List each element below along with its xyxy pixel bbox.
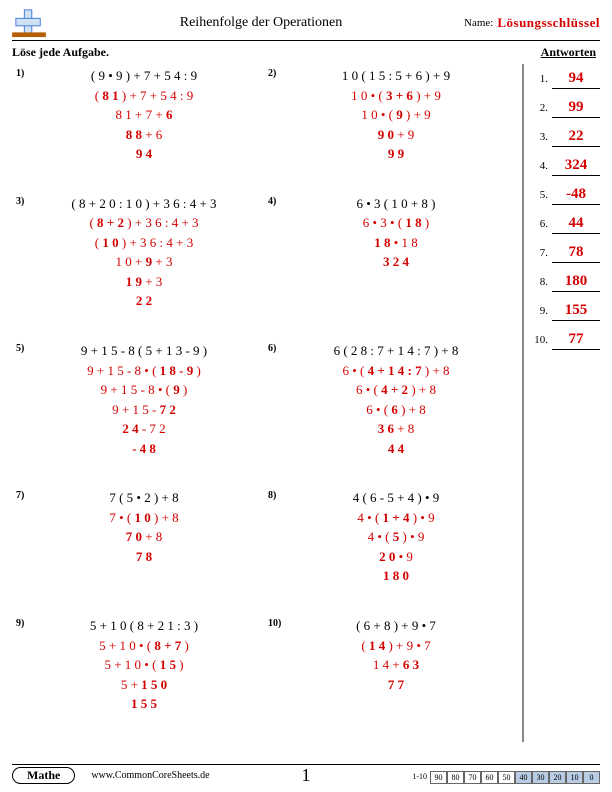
score-cell: 70	[464, 771, 481, 784]
problem: 2)1 0 ( 1 5 : 5 + 6 ) + 91 0 • ( 3 + 6 )…	[264, 64, 516, 192]
problem: 6)6 ( 2 8 : 7 + 1 4 : 7 ) + 86 • ( 4 + 1…	[264, 339, 516, 486]
answer-number: 7.	[532, 247, 548, 259]
problem-number: 4)	[268, 194, 284, 209]
answer-value: 155	[552, 302, 600, 321]
score-cell: 50	[498, 771, 515, 784]
score-label: 1-10	[409, 771, 430, 784]
instruction-text: Löse jede Aufgabe.	[12, 45, 109, 60]
answer-value: 78	[552, 244, 600, 263]
problem-steps: ( 6 + 8 ) + 9 • 7( 1 4 ) + 9 • 71 4 + 6 …	[284, 616, 508, 694]
logo-icon	[12, 8, 46, 38]
answer-number: 5.	[532, 189, 548, 201]
answer-key-label: Lösungsschlüssel	[497, 15, 600, 31]
problem-number: 5)	[16, 341, 32, 356]
problem: 4)6 • 3 ( 1 0 + 8 )6 • 3 • ( 1 8 )1 8 • …	[264, 192, 516, 339]
problems-grid: 1)( 9 • 9 ) + 7 + 5 4 : 9( 8 1 ) + 7 + 5…	[12, 64, 522, 742]
problem: 7)7 ( 5 • 2 ) + 87 • ( 1 0 ) + 87 0 + 87…	[12, 486, 264, 614]
problem-number: 2)	[268, 66, 284, 81]
answer-row: 9. 155	[532, 302, 600, 321]
problem-steps: 5 + 1 0 ( 8 + 2 1 : 3 )5 + 1 0 • ( 8 + 7…	[32, 616, 256, 714]
answer-value: 324	[552, 157, 600, 176]
subheader: Löse jede Aufgabe. Antworten	[12, 45, 600, 60]
answer-number: 10.	[532, 334, 548, 346]
answer-number: 2.	[532, 102, 548, 114]
problem-number: 1)	[16, 66, 32, 81]
answer-value: -48	[552, 186, 600, 205]
problem-number: 9)	[16, 616, 32, 631]
answer-row: 10.77	[532, 331, 600, 350]
answer-number: 6.	[532, 218, 548, 230]
problem: 9)5 + 1 0 ( 8 + 2 1 : 3 )5 + 1 0 • ( 8 +…	[12, 614, 264, 742]
problem-number: 3)	[16, 194, 32, 209]
problem: 5)9 + 1 5 - 8 ( 5 + 1 3 - 9 )9 + 1 5 - 8…	[12, 339, 264, 486]
answer-row: 7.78	[532, 244, 600, 263]
score-cell: 20	[549, 771, 566, 784]
answer-row: 2.99	[532, 99, 600, 118]
answer-row: 5. -48	[532, 186, 600, 205]
answers-heading: Antworten	[541, 45, 596, 60]
answer-value: 180	[552, 273, 600, 292]
answer-number: 9.	[532, 305, 548, 317]
header: Reihenfolge der Operationen Name: Lösung…	[12, 8, 600, 41]
problem-steps: 4 ( 6 - 5 + 4 ) • 94 • ( 1 + 4 ) • 94 • …	[284, 488, 508, 586]
footer: Mathe www.CommonCoreSheets.de 1 1-109080…	[12, 764, 600, 784]
problem-number: 6)	[268, 341, 284, 356]
problem-steps: ( 9 • 9 ) + 7 + 5 4 : 9( 8 1 ) + 7 + 5 4…	[32, 66, 256, 164]
problem: 1)( 9 • 9 ) + 7 + 5 4 : 9( 8 1 ) + 7 + 5…	[12, 64, 264, 192]
problem-number: 10)	[268, 616, 284, 631]
score-strip: 1-109080706050403020100	[409, 771, 600, 784]
score-cell: 10	[566, 771, 583, 784]
answer-number: 1.	[532, 73, 548, 85]
score-cell: 90	[430, 771, 447, 784]
answer-row: 8. 180	[532, 273, 600, 292]
answer-row: 6.44	[532, 215, 600, 234]
score-cell: 80	[447, 771, 464, 784]
answer-row: 3.22	[532, 128, 600, 147]
problem-number: 7)	[16, 488, 32, 503]
answers-column: 1.942.993.224.3245.-486.447.788.1809.155…	[522, 64, 600, 742]
score-cell: 30	[532, 771, 549, 784]
problem-number: 8)	[268, 488, 284, 503]
score-cell: 60	[481, 771, 498, 784]
score-cell: 40	[515, 771, 532, 784]
problem: 8)4 ( 6 - 5 + 4 ) • 94 • ( 1 + 4 ) • 94 …	[264, 486, 516, 614]
name-label: Name:	[464, 17, 493, 29]
problem-steps: 1 0 ( 1 5 : 5 + 6 ) + 91 0 • ( 3 + 6 ) +…	[284, 66, 508, 164]
page-title: Reihenfolge der Operationen	[58, 15, 464, 31]
subject-badge: Mathe	[12, 767, 75, 784]
answer-value: 77	[552, 331, 600, 350]
problem-steps: 6 • 3 ( 1 0 + 8 )6 • 3 • ( 1 8 )1 8 • 1 …	[284, 194, 508, 272]
content-area: 1)( 9 • 9 ) + 7 + 5 4 : 9( 8 1 ) + 7 + 5…	[12, 64, 600, 742]
page-number: 1	[302, 765, 311, 786]
problem: 10)( 6 + 8 ) + 9 • 7( 1 4 ) + 9 • 71 4 +…	[264, 614, 516, 742]
problem: 3)( 8 + 2 0 : 1 0 ) + 3 6 : 4 + 3( 8 + 2…	[12, 192, 264, 339]
worksheet-page: Reihenfolge der Operationen Name: Lösung…	[0, 0, 612, 792]
answer-value: 94	[552, 70, 600, 89]
answer-number: 3.	[532, 131, 548, 143]
footer-url: www.CommonCoreSheets.de	[91, 770, 209, 781]
score-cell: 0	[583, 771, 600, 784]
answer-value: 22	[552, 128, 600, 147]
problem-steps: 7 ( 5 • 2 ) + 87 • ( 1 0 ) + 87 0 + 87 8	[32, 488, 256, 566]
answer-number: 4.	[532, 160, 548, 172]
answer-value: 99	[552, 99, 600, 118]
answer-row: 4. 324	[532, 157, 600, 176]
answer-number: 8.	[532, 276, 548, 288]
answer-value: 44	[552, 215, 600, 234]
problem-steps: 6 ( 2 8 : 7 + 1 4 : 7 ) + 86 • ( 4 + 1 4…	[284, 341, 508, 458]
problem-steps: ( 8 + 2 0 : 1 0 ) + 3 6 : 4 + 3( 8 + 2 )…	[32, 194, 256, 311]
answer-row: 1.94	[532, 70, 600, 89]
problem-steps: 9 + 1 5 - 8 ( 5 + 1 3 - 9 )9 + 1 5 - 8 •…	[32, 341, 256, 458]
